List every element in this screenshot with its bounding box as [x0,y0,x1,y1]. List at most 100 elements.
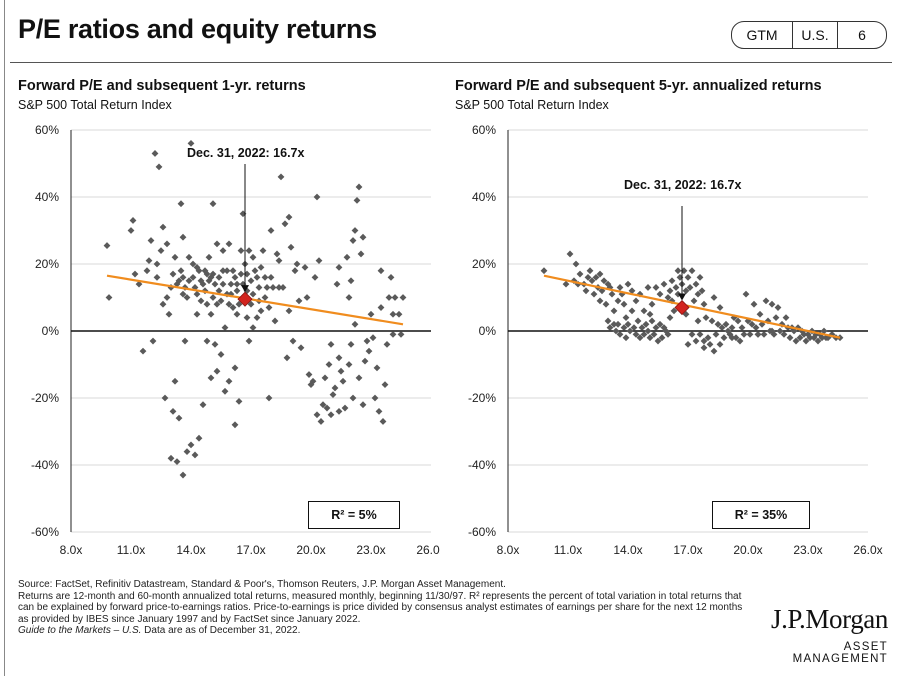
data-point [572,260,580,268]
trendline [543,274,841,339]
data-point [700,344,708,352]
badge-page-number: 6 [858,27,866,43]
data-point [700,337,708,345]
data-point [596,270,604,278]
data-point [622,314,630,321]
data-point [772,314,780,321]
y-tick-label: 60% [472,123,496,137]
data-point [265,304,273,311]
data-point [692,337,700,345]
data-point [756,310,764,318]
data-point [163,240,171,248]
page-title: P/E ratios and equity returns [18,14,377,44]
data-point [277,173,285,181]
data-point [722,320,730,328]
data-point [586,267,594,275]
data-point [257,263,265,271]
data-point [313,193,321,201]
data-point [702,314,710,321]
badge-region: U.S. [793,22,838,48]
data-point [191,451,199,459]
y-tick-label: -20% [31,391,59,405]
data-point [708,317,716,325]
data-point [646,310,654,318]
data-point [590,290,598,298]
data-point [249,290,257,298]
data-point [237,247,245,254]
data-point [796,334,804,342]
data-point [395,310,403,318]
data-point [734,317,742,325]
data-point [391,294,399,301]
data-point [359,401,367,409]
data-point [628,307,636,315]
y-tick-label: -60% [468,525,496,539]
data-point [213,367,221,375]
data-point [668,277,676,285]
data-point [153,274,161,281]
data-point [211,280,219,288]
data-point [371,394,379,402]
data-point [666,287,674,295]
data-point [748,320,756,328]
x-tick-label: 23.0x [356,543,385,557]
data-point [181,337,189,345]
data-point [742,290,750,298]
data-point [606,324,614,332]
x-tick-label: 26.0x [416,543,440,557]
data-point [596,297,604,305]
data-point [385,294,393,301]
data-point [305,371,313,378]
data-point [361,357,369,365]
data-point [197,297,205,305]
data-point [716,341,724,348]
data-point [203,270,211,278]
data-point [620,324,628,332]
data-point [297,344,305,352]
data-point [249,253,257,261]
data-point [363,337,371,345]
data-point [387,274,395,281]
data-point [263,284,271,291]
data-point [171,377,179,385]
data-point [740,330,748,338]
data-point [335,408,343,415]
data-point [203,300,211,308]
data-point [652,284,660,291]
annotation-arrowhead [678,293,686,301]
data-point [275,257,283,265]
data-point [347,277,355,285]
data-point [319,401,327,409]
data-point [345,361,353,368]
data-point [179,233,187,241]
data-point [227,280,235,288]
data-point [616,330,624,338]
x-tick-label: 8.0x [60,543,83,557]
data-point [357,250,365,258]
chart-2-r2-box: R² = 35% [712,501,810,529]
data-point [285,307,293,315]
data-point [728,334,736,342]
data-point [389,330,397,338]
data-point [313,411,321,419]
data-point [584,274,592,281]
data-point [666,314,674,321]
data-point [682,287,690,295]
x-tick-label: 20.0x [296,543,325,557]
x-tick-label: 14.0x [613,543,642,557]
data-point [233,287,241,295]
data-point [624,320,632,328]
data-point [329,391,337,399]
data-point [686,284,694,291]
data-point [207,374,215,382]
data-point [658,334,666,342]
data-point [283,354,291,362]
data-point [327,341,335,348]
y-tick-label: 20% [472,257,496,271]
data-point [225,240,233,248]
footnote: Source: FactSet, Refinitiv Datastream, S… [18,579,748,637]
data-point [291,267,299,275]
data-point [562,280,570,288]
data-point [654,337,662,345]
data-point [177,267,185,275]
